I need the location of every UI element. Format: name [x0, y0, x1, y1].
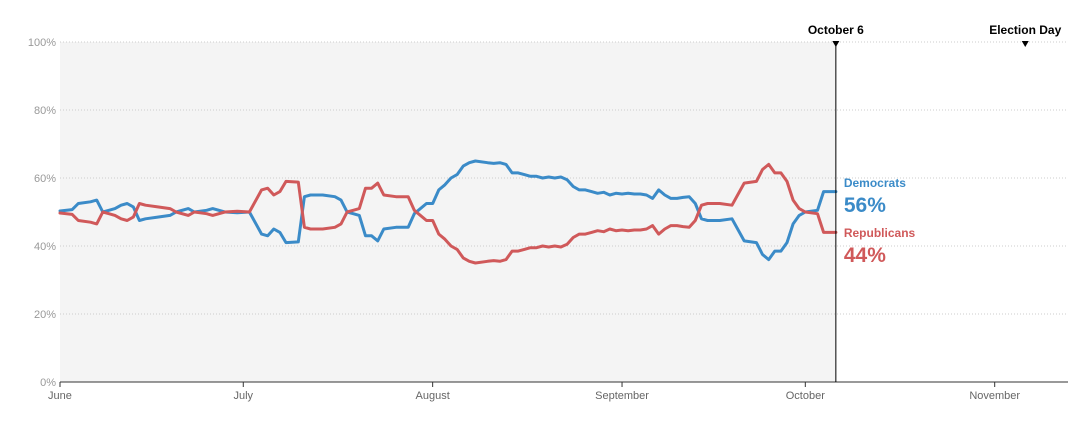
series-value-republicans: 44%: [844, 244, 886, 267]
x-tick-label: July: [233, 390, 253, 402]
series-name-republicans: Republicans: [844, 226, 916, 240]
x-tick-label: October: [786, 390, 825, 402]
marker-label-october-6: October 6: [808, 23, 864, 37]
marker-label-election-day: Election Day: [989, 23, 1061, 37]
date-markers: October 6 Election Day: [808, 23, 1062, 382]
y-tick-label: 60%: [34, 173, 56, 185]
x-tick-label: June: [48, 390, 72, 402]
y-tick-label: 100%: [28, 37, 56, 49]
series-lines: [58, 159, 838, 265]
y-tick-label: 0%: [40, 377, 56, 389]
x-tick-label: September: [595, 390, 649, 402]
series-name-democrats: Democrats: [844, 176, 906, 190]
series-line-republicans: [58, 162, 838, 265]
series-value-democrats: 56%: [844, 194, 886, 217]
y-axis-tick-labels: 0% 20% 40% 60% 80% 100%: [28, 37, 56, 389]
marker-arrow-election-day: [1021, 41, 1029, 47]
y-tick-label: 40%: [34, 241, 56, 253]
x-tick-label: August: [416, 390, 450, 402]
y-tick-label: 20%: [34, 309, 56, 321]
plot-shaded-region: [60, 42, 836, 382]
x-axis-ticks: June July August September October November: [48, 382, 1020, 402]
series-end-labels: Democrats 56% Republicans 44%: [844, 176, 916, 267]
y-tick-label: 80%: [34, 105, 56, 117]
x-tick-label: November: [969, 390, 1020, 402]
